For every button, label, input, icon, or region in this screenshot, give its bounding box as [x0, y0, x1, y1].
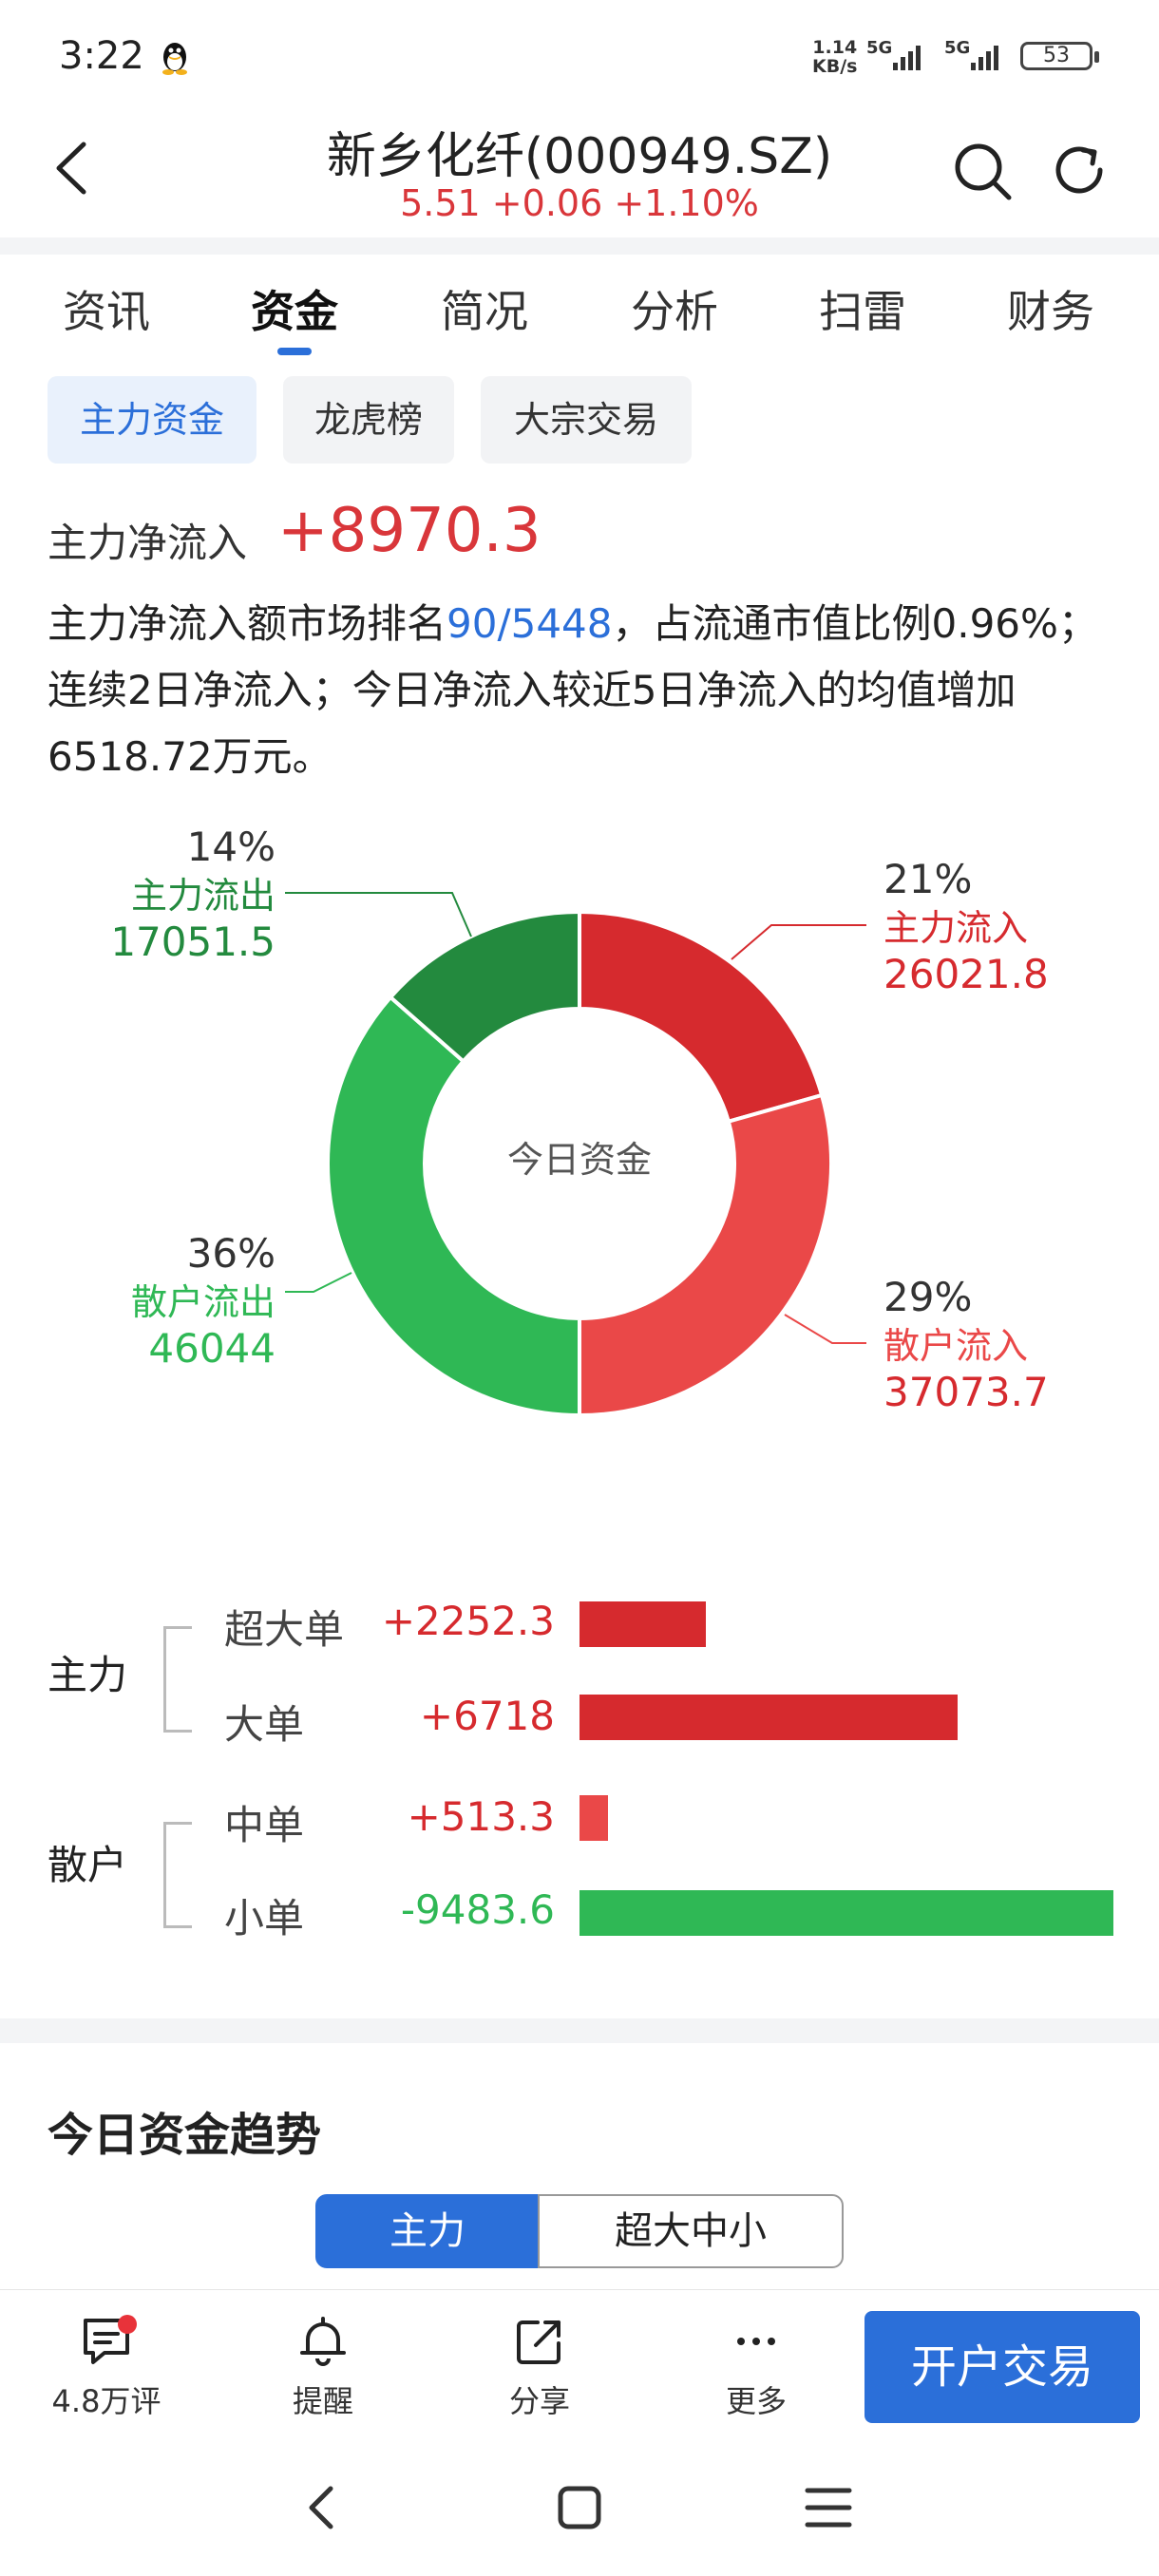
flow-summary: 主力净流入额市场排名90/5448，占流通市值比例0.96%；连续2日净流入；今… — [48, 600, 1098, 780]
divider — [0, 2018, 1159, 2043]
subtab-dragon-tiger[interactable]: 龙虎榜 — [283, 376, 454, 464]
tab-finance[interactable]: 财务 — [1007, 286, 1094, 337]
bar-super-large — [580, 1601, 707, 1647]
netflow-label: 主力净流入 — [48, 520, 248, 566]
group-label-retail: 散户 — [48, 1842, 128, 1888]
order-size-bars: 主力 散户 超大单 +2252.3 大单 +6718 中单 +513.3 小单 … — [0, 1577, 1159, 1957]
slice-value: 17051.5 — [110, 919, 276, 965]
donut-slice-2 — [326, 994, 581, 1418]
bar-name: 小单 — [224, 1895, 305, 1941]
system-nav-bar — [0, 2432, 1159, 2576]
bottom-action-bar: 4.8万评 提醒 分享 更多 开户交易 — [0, 2289, 1159, 2432]
slice-value: 37073.7 — [884, 1369, 1049, 1415]
bar-value: +513.3 — [407, 1793, 555, 1840]
slice-value: 46044 — [148, 1325, 276, 1372]
bar-value: -9483.6 — [400, 1886, 555, 1933]
more-button[interactable]: 更多 — [680, 2315, 832, 2421]
active-tab-indicator — [277, 348, 312, 355]
slice-name: 主力流入 — [884, 907, 1028, 949]
netflow-value: +8970.3 — [277, 496, 542, 566]
status-time: 3:22 — [59, 34, 144, 78]
stock-quote: 5.51 +0.06 +1.10% — [400, 182, 759, 224]
nav-home-icon[interactable] — [551, 2479, 608, 2536]
search-icon[interactable] — [950, 139, 1015, 203]
tab-news[interactable]: 资讯 — [63, 286, 150, 337]
share-icon — [517, 2320, 560, 2364]
subtab-block-trade[interactable]: 大宗交易 — [481, 376, 692, 464]
slice-name: 主力流出 — [131, 875, 276, 917]
main-tabs: 资讯 资金 简况 分析 扫雷 财务 — [0, 255, 1159, 369]
bar-large — [580, 1695, 959, 1740]
tab-risk-scan[interactable]: 扫雷 — [819, 286, 906, 337]
slice-name: 散户流出 — [131, 1281, 276, 1323]
bar-value: +2252.3 — [381, 1598, 555, 1644]
group-label-main: 主力 — [48, 1652, 128, 1698]
battery-indicator: 53 — [1020, 42, 1099, 70]
open-account-trade-button[interactable]: 开户交易 — [864, 2311, 1140, 2423]
svg-text:5G: 5G — [866, 38, 892, 58]
stock-header: 新乡化纤(000949.SZ) 5.51 +0.06 +1.10% — [0, 104, 1159, 237]
donut-slice-3 — [388, 909, 581, 1065]
trend-title: 今日资金趋势 — [48, 2109, 322, 2162]
tab-profile[interactable]: 简况 — [441, 286, 528, 337]
notification-badge — [118, 2315, 137, 2334]
subtab-main-funds[interactable]: 主力资金 — [48, 376, 256, 464]
more-dots-icon — [737, 2338, 775, 2345]
slice-percent: 29% — [884, 1274, 972, 1320]
remind-button[interactable]: 提醒 — [247, 2315, 399, 2421]
bar-name: 中单 — [224, 1802, 305, 1848]
slice-value: 26021.8 — [884, 951, 1049, 997]
nav-back-icon[interactable] — [294, 2479, 352, 2536]
signal-5g-icon: 5G — [866, 38, 921, 70]
bar-value: +6718 — [419, 1693, 555, 1739]
bar-name: 大单 — [224, 1701, 305, 1748]
share-button[interactable]: 分享 — [464, 2315, 616, 2421]
bar-small — [580, 1890, 1113, 1936]
donut-slice-1 — [578, 1092, 833, 1418]
network-speed: 1.14 KB/s — [812, 37, 858, 77]
back-arrow-icon[interactable] — [42, 135, 99, 201]
donut-slice-0 — [578, 909, 825, 1125]
signal-5g-icon-2: 5G — [944, 38, 998, 70]
slice-percent: 21% — [884, 856, 972, 902]
comments-button[interactable]: 4.8万评 — [30, 2315, 182, 2421]
svg-text:5G: 5G — [944, 38, 970, 58]
bracket-retail — [163, 1822, 192, 1928]
bell-icon — [300, 2317, 346, 2366]
segment-main[interactable]: 主力 — [315, 2194, 540, 2268]
qq-penguin-icon — [162, 43, 187, 75]
status-bar: 3:22 1.14 KB/s 5G 5G 53 — [0, 0, 1159, 114]
stock-title: 新乡化纤(000949.SZ) — [326, 128, 833, 185]
slice-percent: 36% — [187, 1230, 276, 1277]
tab-analysis[interactable]: 分析 — [631, 286, 718, 337]
slice-name: 散户流入 — [884, 1325, 1028, 1367]
market-rank: 90/5448 — [446, 600, 613, 647]
segment-size[interactable]: 超大中小 — [538, 2194, 844, 2268]
donut-center-label: 今日资金 — [507, 1139, 652, 1181]
bar-medium — [580, 1795, 609, 1841]
divider — [0, 237, 1159, 255]
bracket-main — [163, 1626, 192, 1733]
refresh-icon[interactable] — [1049, 139, 1112, 201]
funds-donut-chart: 今日资金 21% 主力流入 26021.8 29% 散户流入 37073.7 3… — [110, 824, 1049, 1418]
nav-menu-icon[interactable] — [800, 2479, 857, 2536]
bar-name: 超大单 — [224, 1606, 345, 1653]
tab-funds[interactable]: 资金 — [251, 286, 338, 337]
slice-percent: 14% — [187, 824, 276, 870]
